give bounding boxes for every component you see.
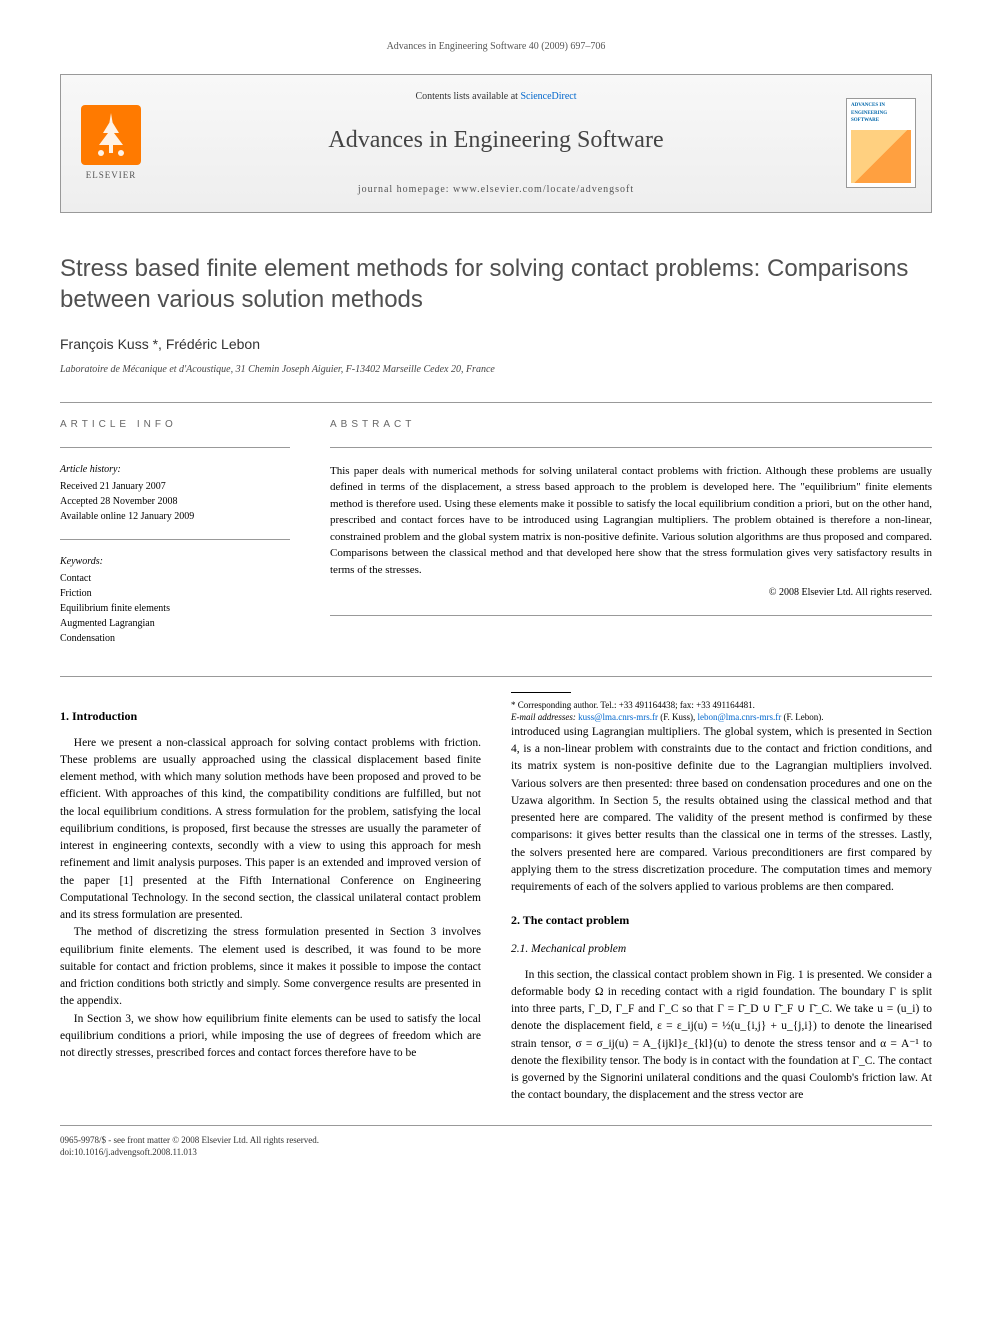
cover-line3: SOFTWARE — [851, 118, 911, 124]
divider — [60, 676, 932, 677]
accepted-date: Accepted 28 November 2008 — [60, 494, 290, 509]
article-info: ARTICLE INFO Article history: Received 2… — [60, 418, 290, 646]
section-1-heading: 1. Introduction — [60, 707, 481, 725]
footnote-separator — [511, 692, 571, 693]
elsevier-tree-icon — [81, 105, 141, 165]
homepage-prefix: journal homepage: — [358, 184, 453, 195]
abstract-heading: ABSTRACT — [330, 418, 932, 432]
divider — [330, 447, 932, 448]
keyword: Friction — [60, 586, 290, 601]
keyword: Condensation — [60, 631, 290, 646]
paragraph: In Section 3, we show how equilibrium fi… — [60, 1011, 481, 1063]
email-label: E-mail addresses: — [511, 712, 578, 722]
email-line: E-mail addresses: kuss@lma.cnrs-mrs.fr (… — [511, 711, 932, 724]
sciencedirect-link[interactable]: ScienceDirect — [520, 91, 576, 102]
contents-prefix: Contents lists available at — [415, 91, 520, 102]
homepage-url: www.elsevier.com/locate/advengsoft — [453, 184, 634, 195]
publisher-logo-area: ELSEVIER — [61, 75, 161, 212]
paragraph: In this section, the classical contact p… — [511, 967, 932, 1105]
elsevier-logo: ELSEVIER — [71, 103, 151, 183]
received-date: Received 21 January 2007 — [60, 479, 290, 494]
doi-line: doi:10.1016/j.advengsoft.2008.11.013 — [60, 1146, 932, 1159]
journal-cover-thumbnail: ADVANCES IN ENGINEERING SOFTWARE — [846, 98, 916, 188]
affiliation: Laboratoire de Mécanique et d'Acoustique… — [60, 363, 932, 377]
online-date: Available online 12 January 2009 — [60, 509, 290, 524]
divider — [330, 615, 932, 616]
header-center: Contents lists available at ScienceDirec… — [161, 75, 831, 212]
corr-author-line: * Corresponding author. Tel.: +33 491164… — [511, 699, 932, 712]
keywords-title: Keywords: — [60, 555, 290, 569]
journal-header: ELSEVIER Contents lists available at Sci… — [60, 74, 932, 213]
issn-line: 0965-9978/$ - see front matter © 2008 El… — [60, 1134, 932, 1147]
email-link-2[interactable]: lebon@lma.cnrs-mrs.fr — [698, 712, 782, 722]
cover-line2: ENGINEERING — [851, 111, 911, 117]
section-2-1-heading: 2.1. Mechanical problem — [511, 941, 932, 958]
paragraph: Here we present a non-classical approach… — [60, 735, 481, 925]
info-abstract-row: ARTICLE INFO Article history: Received 2… — [60, 418, 932, 646]
footer-info: 0965-9978/$ - see front matter © 2008 El… — [60, 1125, 932, 1159]
divider — [60, 539, 290, 540]
authors: François Kuss *, Frédéric Lebon — [60, 335, 932, 355]
article-title: Stress based finite element methods for … — [60, 253, 932, 315]
corresponding-author-footnote: * Corresponding author. Tel.: +33 491164… — [511, 699, 932, 724]
paragraph: introduced using Lagrangian multipliers.… — [511, 724, 932, 897]
cover-graphic — [851, 130, 911, 184]
abstract-text: This paper deals with numerical methods … — [330, 463, 932, 579]
keyword: Augmented Lagrangian — [60, 616, 290, 631]
paragraph: The method of discretizing the stress fo… — [60, 924, 481, 1010]
divider — [60, 402, 932, 403]
article-info-heading: ARTICLE INFO — [60, 418, 290, 432]
email-link-1[interactable]: kuss@lma.cnrs-mrs.fr — [578, 712, 658, 722]
running-header: Advances in Engineering Software 40 (200… — [60, 40, 932, 54]
history-title: Article history: — [60, 463, 290, 477]
keyword: Equilibrium finite elements — [60, 601, 290, 616]
contents-available: Contents lists available at ScienceDirec… — [171, 90, 821, 104]
abstract-copyright: © 2008 Elsevier Ltd. All rights reserved… — [330, 586, 932, 600]
cover-line1: ADVANCES IN — [851, 103, 911, 109]
body-text: 1. Introduction Here we present a non-cl… — [60, 692, 932, 1105]
journal-title: Advances in Engineering Software — [171, 124, 821, 158]
section-2-heading: 2. The contact problem — [511, 911, 932, 929]
journal-homepage: journal homepage: www.elsevier.com/locat… — [171, 183, 821, 197]
journal-cover-area: ADVANCES IN ENGINEERING SOFTWARE — [831, 75, 931, 212]
keyword: Contact — [60, 571, 290, 586]
divider — [60, 447, 290, 448]
publisher-name: ELSEVIER — [86, 169, 137, 182]
email-who-1: (F. Kuss), — [658, 712, 698, 722]
email-who-2: (F. Lebon). — [781, 712, 823, 722]
abstract: ABSTRACT This paper deals with numerical… — [330, 418, 932, 646]
